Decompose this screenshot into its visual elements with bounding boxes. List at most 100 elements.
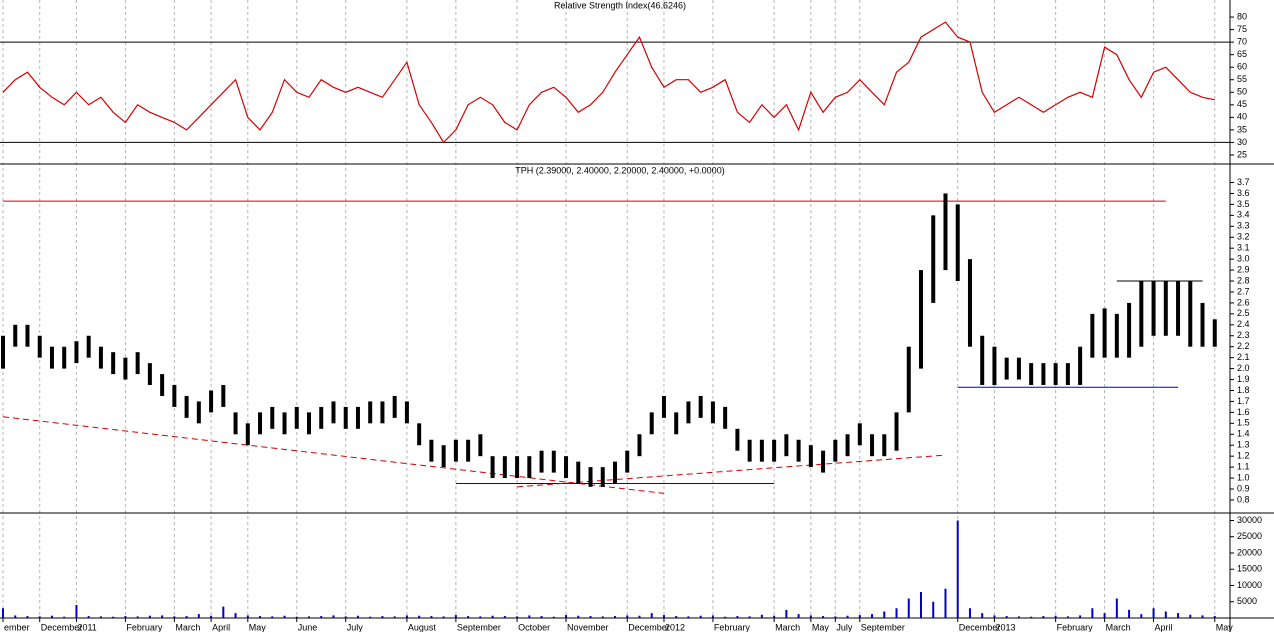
volume-bar [1017,616,1020,618]
y-tick-label: 1.1 [1237,461,1250,471]
price-bar [478,434,483,457]
y-tick-label: 1.4 [1237,429,1250,439]
price-bar [576,461,581,484]
price-bar [209,390,214,413]
x-tick-label: September [861,622,905,632]
y-tick-label: 25000 [1237,531,1262,541]
y-tick-label: 2.2 [1237,341,1250,351]
price-bar [710,401,715,424]
volume-bar [1189,614,1192,618]
price-bar [74,341,79,364]
volume-bar [883,611,886,618]
price-bar [135,352,140,375]
volume-bar [210,615,213,618]
x-tick-label: April [1155,622,1173,632]
price-bar [172,385,177,407]
price-bar [86,335,91,358]
volume-bar [405,615,408,618]
volume-bar [503,616,506,618]
price-bar [1016,357,1021,380]
price-bar [404,401,409,424]
y-tick-label: 50 [1237,87,1247,97]
price-bar [723,406,728,429]
price-bar [698,395,703,418]
price-bar [649,412,654,435]
y-tick-label: 60 [1237,62,1247,72]
y-tick-label: 1.3 [1237,440,1250,450]
y-tick-label: 2.6 [1237,297,1250,307]
volume-bar [895,608,898,618]
y-tick-label: 45 [1237,99,1247,109]
price-bar [1127,302,1132,358]
volume-bar [14,615,17,618]
volume-bar [381,616,384,618]
volume-bar [760,614,763,618]
price-bar [490,456,495,479]
volume-bar [577,615,580,618]
price-bar [417,423,422,446]
volume-bar [479,616,482,618]
price-bar [527,456,532,479]
price-bar [992,346,997,386]
x-tick-label: December [628,622,670,632]
y-tick-label: 2.7 [1237,286,1250,296]
trend-line [2,416,665,494]
price-bar [833,439,838,462]
price-bar [37,335,42,358]
x-tick-label: 2013 [995,622,1015,632]
price-bar [1151,281,1156,336]
x-tick-label: March [175,622,200,632]
price-bar [1004,357,1009,380]
volume-bar [38,616,41,618]
volume-bar [136,616,139,618]
volume-bar [822,616,825,618]
y-tick-label: 3.6 [1237,188,1250,198]
y-tick-label: 2.0 [1237,363,1250,373]
volume-bar [75,605,78,618]
price-bar [160,374,165,396]
price-bar [123,357,128,380]
price-bar [196,401,201,424]
volume-bar [124,616,127,618]
y-tick-label: 30000 [1237,515,1262,525]
price-bar [1200,302,1205,347]
price-bar [919,270,923,369]
volume-bar [785,609,788,618]
volume-bar [283,615,286,618]
y-tick-label: 3.7 [1237,177,1250,187]
x-tick-label: 2011 [77,622,96,632]
price-bar [894,412,899,451]
volume-bar [687,616,690,618]
volume-bar [1140,614,1143,618]
x-tick-label: April [212,622,230,632]
volume-bar [442,616,445,618]
volume-bar [491,615,494,618]
volume-bar [601,616,604,618]
price-bar [980,335,985,386]
volume-bar [797,614,800,618]
volume-bar [650,613,653,618]
x-tick-label: May [249,622,267,632]
price-bar [1041,363,1046,386]
price-bar [25,324,30,347]
volume-bar [1164,611,1167,618]
x-tick-label: August [408,622,437,632]
volume-bar [736,616,739,618]
price-bar [857,423,862,446]
volume-bar [565,615,568,618]
y-tick-label: 3.0 [1237,254,1250,264]
y-tick-label: 3.4 [1237,210,1250,220]
volume-bar [332,615,335,618]
x-tick-label: September [457,622,501,632]
price-bar [796,439,801,462]
price-bar [1065,363,1070,386]
volume-bar [540,616,543,618]
price-bar [331,401,336,424]
y-tick-label: 2.4 [1237,319,1250,329]
price-bar [931,215,936,303]
price-bar [564,456,569,479]
volume-bar [2,608,4,618]
volume-bar [234,613,237,618]
volume-bar [161,615,164,618]
